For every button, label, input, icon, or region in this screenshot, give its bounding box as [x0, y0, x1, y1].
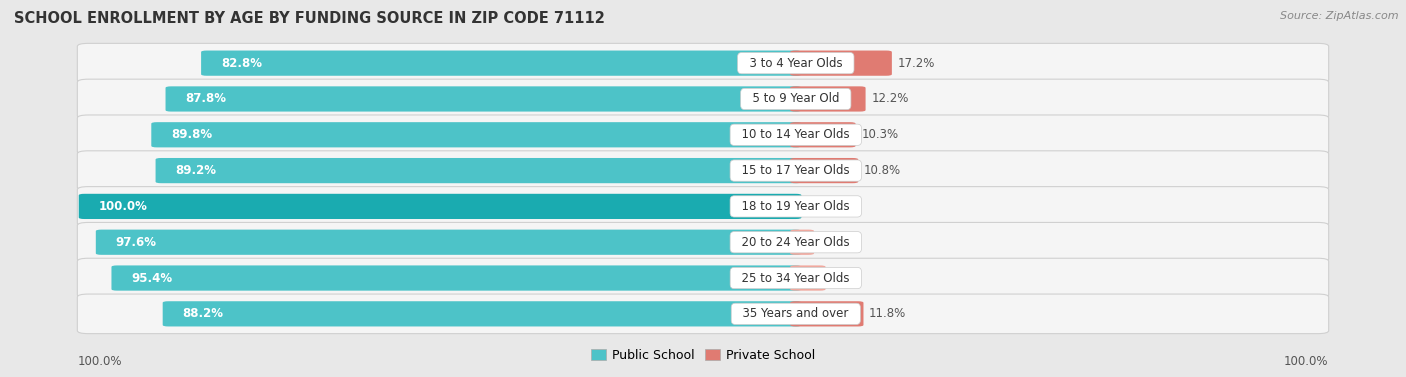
FancyBboxPatch shape [790, 265, 825, 291]
Text: 20 to 24 Year Olds: 20 to 24 Year Olds [734, 236, 858, 249]
FancyBboxPatch shape [163, 301, 801, 326]
Text: 88.2%: 88.2% [183, 307, 224, 320]
FancyBboxPatch shape [77, 187, 1329, 226]
FancyBboxPatch shape [111, 265, 801, 291]
Text: 5 to 9 Year Old: 5 to 9 Year Old [745, 92, 846, 106]
FancyBboxPatch shape [77, 294, 1329, 334]
FancyBboxPatch shape [790, 51, 891, 76]
Text: 89.8%: 89.8% [172, 128, 212, 141]
Text: 4.6%: 4.6% [831, 271, 860, 285]
FancyBboxPatch shape [77, 151, 1329, 190]
Text: 100.0%: 100.0% [1284, 356, 1329, 368]
Text: 12.2%: 12.2% [872, 92, 908, 106]
FancyBboxPatch shape [790, 86, 866, 112]
FancyBboxPatch shape [156, 158, 801, 183]
Text: 10 to 14 Year Olds: 10 to 14 Year Olds [734, 128, 858, 141]
Text: 25 to 34 Year Olds: 25 to 34 Year Olds [734, 271, 858, 285]
Text: 89.2%: 89.2% [176, 164, 217, 177]
Text: 10.8%: 10.8% [863, 164, 901, 177]
Text: 2.4%: 2.4% [820, 236, 849, 249]
Text: 11.8%: 11.8% [869, 307, 907, 320]
FancyBboxPatch shape [79, 194, 801, 219]
Text: 35 Years and over: 35 Years and over [735, 307, 856, 320]
FancyBboxPatch shape [790, 122, 856, 147]
FancyBboxPatch shape [201, 51, 801, 76]
Text: SCHOOL ENROLLMENT BY AGE BY FUNDING SOURCE IN ZIP CODE 71112: SCHOOL ENROLLMENT BY AGE BY FUNDING SOUR… [14, 11, 605, 26]
Text: 0.0%: 0.0% [824, 200, 853, 213]
FancyBboxPatch shape [790, 301, 863, 326]
Text: 97.6%: 97.6% [115, 236, 156, 249]
Text: 17.2%: 17.2% [897, 57, 935, 70]
Text: 15 to 17 Year Olds: 15 to 17 Year Olds [734, 164, 858, 177]
Legend: Public School, Private School: Public School, Private School [586, 344, 820, 367]
Text: 100.0%: 100.0% [98, 200, 148, 213]
FancyBboxPatch shape [77, 222, 1329, 262]
FancyBboxPatch shape [152, 122, 801, 147]
FancyBboxPatch shape [77, 115, 1329, 155]
Text: 18 to 19 Year Olds: 18 to 19 Year Olds [734, 200, 858, 213]
FancyBboxPatch shape [77, 43, 1329, 83]
Text: 3 to 4 Year Olds: 3 to 4 Year Olds [742, 57, 849, 70]
Text: Source: ZipAtlas.com: Source: ZipAtlas.com [1281, 11, 1399, 21]
Text: 82.8%: 82.8% [221, 57, 262, 70]
Text: 87.8%: 87.8% [186, 92, 226, 106]
FancyBboxPatch shape [790, 230, 814, 255]
FancyBboxPatch shape [77, 79, 1329, 119]
Text: 10.3%: 10.3% [862, 128, 898, 141]
FancyBboxPatch shape [166, 86, 801, 112]
Text: 100.0%: 100.0% [77, 356, 122, 368]
FancyBboxPatch shape [96, 230, 801, 255]
FancyBboxPatch shape [77, 258, 1329, 298]
Text: 95.4%: 95.4% [131, 271, 173, 285]
FancyBboxPatch shape [790, 158, 858, 183]
